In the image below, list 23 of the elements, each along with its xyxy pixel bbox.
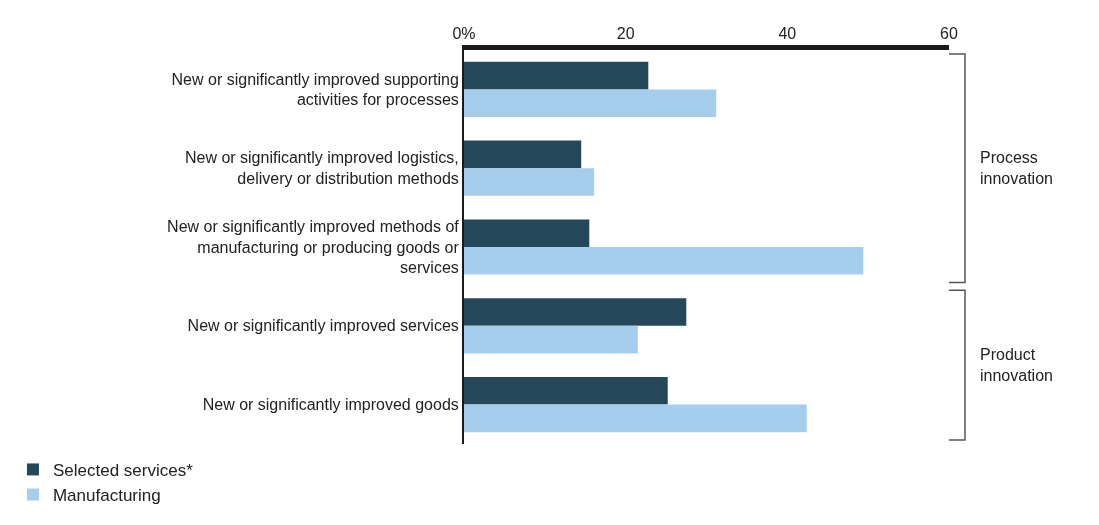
legend-label: Manufacturing — [52, 486, 161, 506]
bar — [464, 325, 638, 354]
y-tick-label: New or significantly improved methods of manufacturing or producing goods or services — [167, 217, 460, 277]
x-tick-label: 0% — [452, 24, 476, 42]
legend-label: Selected services* — [52, 461, 194, 481]
bar — [464, 247, 864, 275]
text: Process innovation — [980, 149, 1053, 187]
y-tick-label: New or significantly improved goods — [202, 396, 459, 414]
bar — [464, 140, 582, 169]
bar — [464, 168, 595, 196]
bar — [464, 298, 687, 326]
bar — [464, 377, 668, 405]
y-tick-label: New or significantly improved services — [187, 317, 459, 335]
x-tick-label: 20 — [616, 24, 635, 42]
bar — [464, 219, 590, 247]
y-tick-label: New or significantly improved logistics, delivery or distribution methods — [184, 149, 459, 188]
bar — [464, 89, 717, 117]
y-tick-label: New or significantly improved supporting activities for processes — [171, 70, 459, 109]
x-tick-label: 60 — [940, 24, 958, 42]
x-tick-label: 40 — [778, 24, 797, 42]
text: Product innovation — [980, 346, 1053, 384]
bar — [464, 61, 649, 90]
bar — [464, 404, 807, 433]
